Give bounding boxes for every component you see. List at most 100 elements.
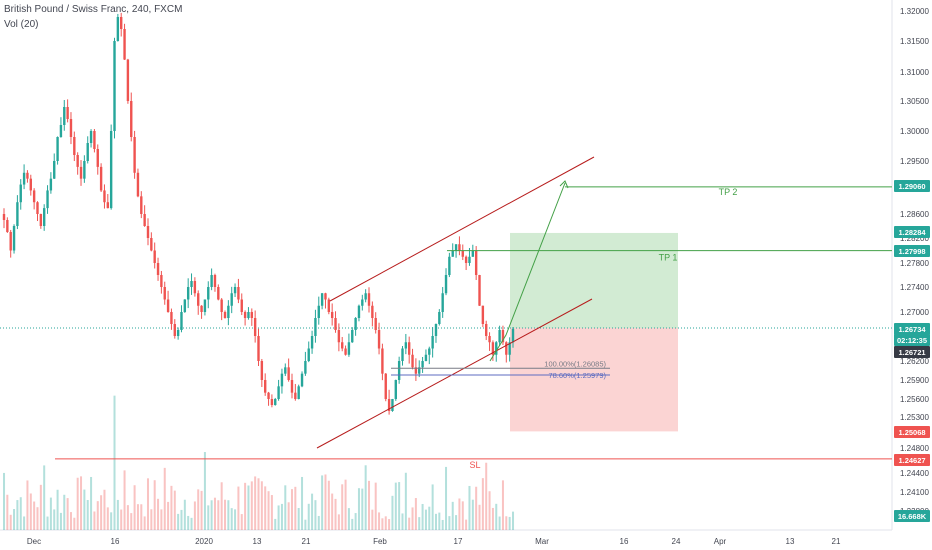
- candle-body[interactable]: [361, 299, 364, 306]
- candle-body[interactable]: [123, 29, 126, 60]
- candle-body[interactable]: [213, 275, 217, 287]
- candle-body[interactable]: [136, 172, 140, 197]
- candle-body[interactable]: [42, 208, 46, 226]
- candle-body[interactable]: [146, 226, 150, 238]
- candle-body[interactable]: [478, 275, 481, 306]
- candle-body[interactable]: [240, 299, 243, 313]
- candle-body[interactable]: [93, 131, 96, 149]
- candle-body[interactable]: [103, 190, 106, 203]
- candle-body[interactable]: [130, 101, 133, 137]
- candle-body[interactable]: [324, 293, 327, 300]
- candle-body[interactable]: [384, 373, 387, 399]
- candle-body[interactable]: [505, 342, 508, 355]
- candle-body[interactable]: [150, 238, 153, 251]
- candle-body[interactable]: [454, 244, 458, 251]
- candle-body[interactable]: [444, 275, 448, 294]
- candle-body[interactable]: [274, 399, 277, 405]
- candle-body[interactable]: [461, 250, 464, 257]
- candle-body[interactable]: [508, 342, 511, 355]
- candle-body[interactable]: [481, 305, 485, 324]
- candle-body[interactable]: [99, 166, 103, 191]
- candle-body[interactable]: [163, 287, 166, 300]
- candle-body[interactable]: [468, 256, 471, 263]
- candle-body[interactable]: [471, 250, 475, 257]
- candle-body[interactable]: [431, 336, 434, 349]
- candle-body[interactable]: [180, 312, 183, 330]
- candle-body[interactable]: [488, 336, 491, 343]
- candle-body[interactable]: [297, 386, 300, 399]
- candle-body[interactable]: [223, 312, 227, 318]
- candle-body[interactable]: [96, 149, 99, 167]
- candle-body[interactable]: [109, 131, 113, 209]
- candle-body[interactable]: [113, 41, 116, 131]
- candle-body[interactable]: [56, 137, 59, 161]
- candle-body[interactable]: [387, 399, 391, 411]
- candle-body[interactable]: [341, 342, 344, 349]
- candle-body[interactable]: [374, 318, 377, 330]
- candle-body[interactable]: [428, 348, 431, 355]
- candle-body[interactable]: [330, 312, 334, 318]
- candle-body[interactable]: [120, 17, 123, 29]
- candle-body[interactable]: [243, 312, 247, 318]
- candle-body[interactable]: [79, 166, 83, 179]
- candle-body[interactable]: [2, 214, 6, 220]
- candle-body[interactable]: [9, 232, 12, 251]
- candle-body[interactable]: [307, 348, 310, 362]
- candle-body[interactable]: [176, 330, 180, 336]
- candle-body[interactable]: [173, 324, 176, 336]
- candle-body[interactable]: [247, 312, 250, 318]
- candle-body[interactable]: [351, 330, 354, 343]
- candle-body[interactable]: [424, 354, 428, 361]
- candle-body[interactable]: [367, 293, 371, 306]
- candle-body[interactable]: [133, 137, 136, 173]
- candle-body[interactable]: [143, 214, 146, 226]
- candle-body[interactable]: [474, 250, 478, 276]
- candle-body[interactable]: [404, 342, 408, 349]
- candle-body[interactable]: [203, 299, 207, 313]
- candle-body[interactable]: [397, 361, 401, 380]
- candle-body[interactable]: [69, 119, 73, 137]
- candle-body[interactable]: [53, 161, 56, 179]
- candle-body[interactable]: [495, 342, 498, 355]
- candle-body[interactable]: [156, 263, 160, 275]
- candle-body[interactable]: [414, 367, 418, 374]
- candle-body[interactable]: [391, 399, 394, 411]
- candle-body[interactable]: [230, 293, 233, 306]
- candle-body[interactable]: [220, 299, 223, 313]
- candle-body[interactable]: [498, 330, 501, 343]
- candle-body[interactable]: [140, 196, 143, 214]
- candle-body[interactable]: [501, 330, 505, 343]
- candle-body[interactable]: [280, 373, 284, 387]
- candle-body[interactable]: [270, 399, 274, 405]
- candle-body[interactable]: [253, 318, 257, 336]
- candle-body[interactable]: [284, 367, 287, 374]
- candle-body[interactable]: [310, 336, 314, 349]
- candle-body[interactable]: [421, 361, 424, 368]
- candle-body[interactable]: [46, 190, 49, 209]
- candle-body[interactable]: [371, 305, 374, 318]
- candle-body[interactable]: [354, 318, 357, 330]
- candle-body[interactable]: [29, 178, 32, 191]
- candle-body[interactable]: [451, 250, 454, 257]
- candle-body[interactable]: [49, 178, 53, 191]
- candle-body[interactable]: [66, 107, 69, 119]
- candle-body[interactable]: [86, 143, 89, 161]
- channel-lower-line[interactable]: [316, 298, 593, 449]
- candle-body[interactable]: [190, 281, 193, 287]
- candle-body[interactable]: [448, 256, 451, 275]
- candle-body[interactable]: [317, 305, 320, 318]
- candle-body[interactable]: [39, 214, 43, 226]
- candle-body[interactable]: [217, 287, 220, 300]
- candle-body[interactable]: [166, 299, 170, 313]
- candle-body[interactable]: [89, 131, 93, 143]
- candle-body[interactable]: [263, 380, 267, 393]
- candle-body[interactable]: [485, 324, 488, 336]
- candle-body[interactable]: [83, 161, 86, 179]
- candle-body[interactable]: [126, 59, 130, 101]
- candle-body[interactable]: [76, 155, 79, 167]
- candle-body[interactable]: [304, 361, 307, 374]
- candle-body[interactable]: [210, 275, 213, 287]
- candle-body[interactable]: [314, 318, 317, 336]
- candle-body[interactable]: [227, 305, 230, 318]
